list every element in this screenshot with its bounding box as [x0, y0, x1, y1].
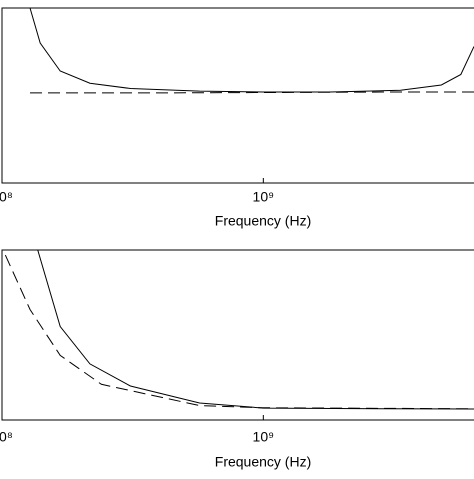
plot-area [29, 8, 474, 94]
x-axis-label: Frequency (Hz) [215, 213, 311, 229]
plot-area [4, 250, 474, 410]
x-tick-label: 10⁹ [253, 429, 275, 445]
line-series [30, 91, 474, 94]
x-tick-label: 10⁸ [0, 189, 13, 205]
x-tick-label: 10⁸ [0, 429, 13, 445]
axes-box [1, 7, 474, 184]
x-tick-label: 10⁹ [253, 189, 275, 205]
x-axis-label: Frequency (Hz) [215, 454, 311, 470]
line-series [4, 254, 474, 410]
line-series [29, 8, 474, 93]
axes-box [1, 249, 474, 421]
